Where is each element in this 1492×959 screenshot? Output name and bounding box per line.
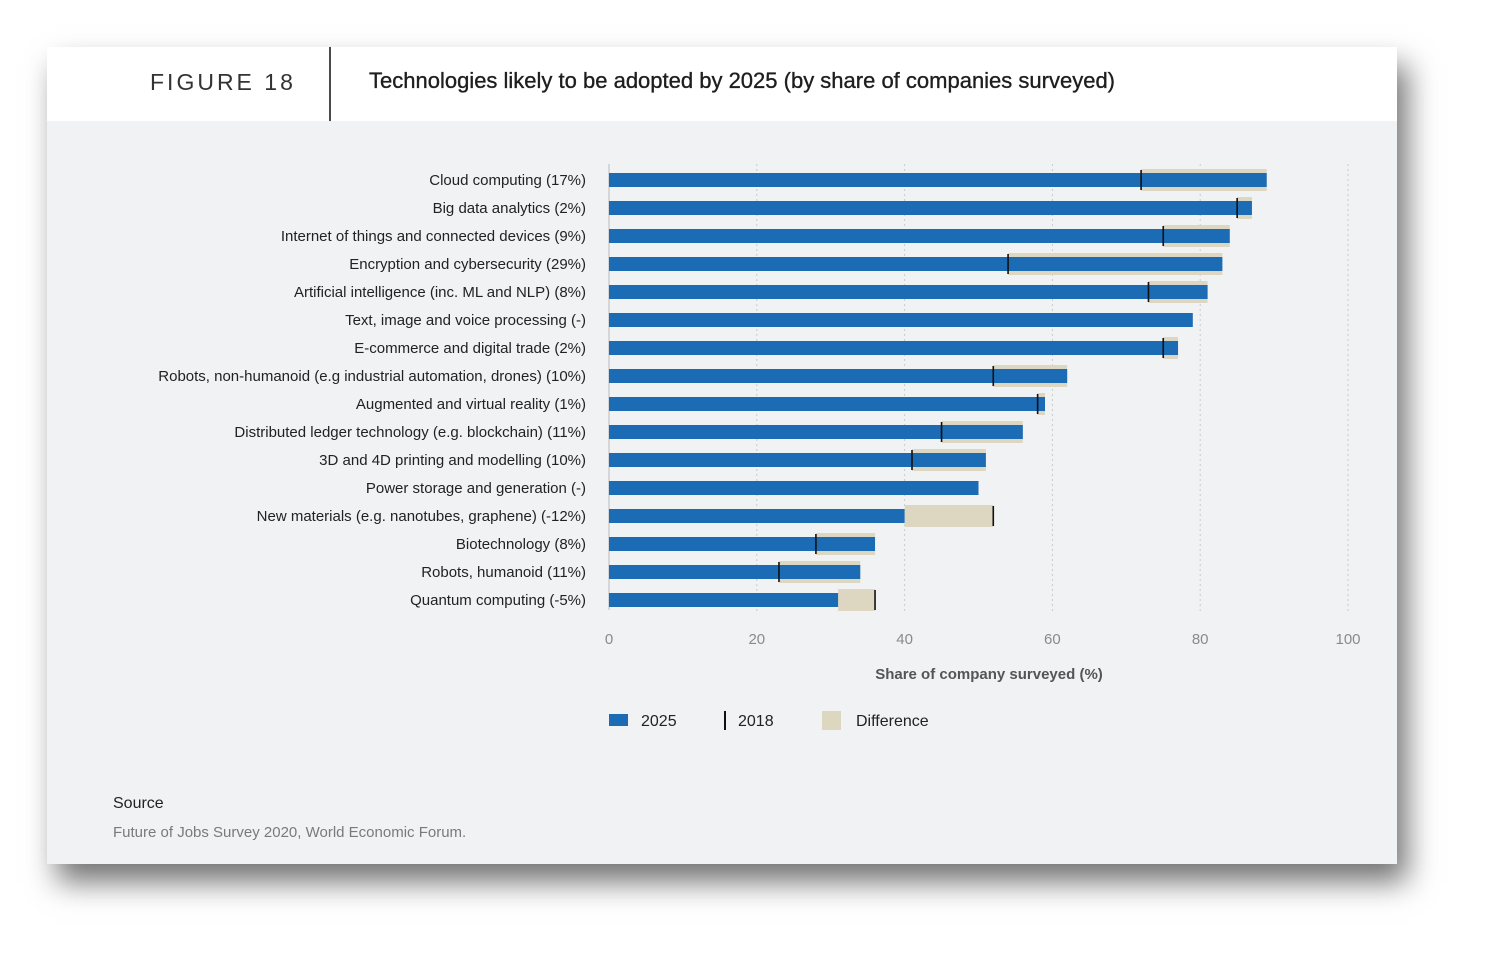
legend-label-difference: Difference: [856, 713, 929, 730]
chart: Cloud computing (17%) Big data analytics …: [158, 164, 1361, 730]
bar-2025: [609, 565, 861, 579]
category-label: E-commerce and digital trade (2%): [354, 340, 586, 357]
figure-card: FIGURE 18 Technologies likely to be adop…: [47, 47, 1397, 864]
bar-2025: [609, 257, 1223, 271]
figure-title: Technologies likely to be adopted by 202…: [369, 68, 1116, 93]
category-label: Robots, humanoid (11%): [421, 564, 586, 581]
bar-2025: [609, 453, 986, 467]
legend-swatch-2025: [609, 714, 628, 726]
bar-2025: [609, 481, 979, 495]
x-tick-label: 80: [1192, 631, 1209, 648]
category-label: Big data analytics (2%): [433, 200, 586, 217]
legend-label-2018: 2018: [738, 713, 774, 730]
x-tick-label: 0: [605, 631, 613, 648]
category-label: Quantum computing (-5%): [410, 592, 586, 609]
category-label: Cloud computing (17%): [429, 172, 586, 189]
source-text: Future of Jobs Survey 2020, World Econom…: [113, 824, 467, 841]
bar-2025: [609, 397, 1046, 411]
bar-2025: [609, 425, 1023, 439]
bar-2025: [609, 313, 1193, 327]
legend-swatch-difference: [822, 711, 841, 730]
header-divider: [329, 47, 331, 121]
category-label: Biotechnology (8%): [456, 536, 586, 553]
category-label: Distributed ledger technology (e.g. bloc…: [234, 424, 586, 441]
legend-label-2025: 2025: [641, 713, 677, 730]
bar-2025: [609, 285, 1208, 299]
category-label: Encryption and cybersecurity (29%): [349, 256, 586, 273]
bar-2025: [609, 341, 1179, 355]
category-label: 3D and 4D printing and modelling (10%): [319, 452, 586, 469]
bar-2025: [609, 593, 839, 607]
x-axis-title: Share of company surveyed (%): [875, 666, 1103, 683]
category-label: Robots, non-humanoid (e.g industrial aut…: [158, 368, 586, 385]
bar-2025: [609, 509, 905, 523]
x-tick-label: 40: [896, 631, 913, 648]
bar-2025: [609, 201, 1252, 215]
category-label: Internet of things and connected devices…: [281, 228, 586, 245]
x-tick-label: 100: [1335, 631, 1360, 648]
bar-2025: [609, 537, 876, 551]
bar-2025: [609, 229, 1230, 243]
difference-bar: [904, 505, 994, 527]
category-label: Artificial intelligence (inc. ML and NLP…: [294, 284, 586, 301]
figure-label: FIGURE 18: [150, 69, 296, 95]
figure-header: FIGURE 18 Technologies likely to be adop…: [47, 47, 1397, 121]
category-label: Augmented and virtual reality (1%): [356, 396, 586, 413]
category-label: New materials (e.g. nanotubes, graphene)…: [257, 508, 586, 525]
category-label: Power storage and generation (-): [366, 480, 586, 497]
bar-2025: [609, 173, 1267, 187]
x-tick-label: 20: [748, 631, 765, 648]
category-label: Text, image and voice processing (-): [345, 312, 586, 329]
source-label: Source: [113, 795, 164, 812]
x-tick-label: 60: [1044, 631, 1061, 648]
bar-2025: [609, 369, 1068, 383]
difference-bar: [838, 589, 876, 611]
